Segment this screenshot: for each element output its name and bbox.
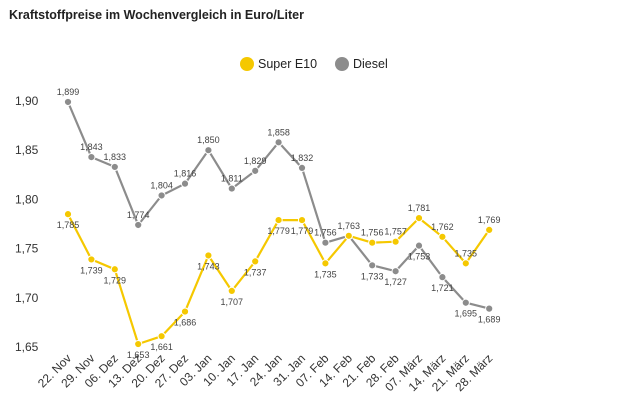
legend-marker-0 [240,57,254,71]
data-point [368,261,377,270]
legend-label-0: Super E10 [258,57,317,71]
data-point [180,307,190,316]
data-point [391,237,400,246]
data-label: 1,763 [338,221,361,231]
data-point [110,162,119,172]
data-label: 1,757 [384,227,407,237]
data-point [63,210,73,219]
data-label: 1,843 [80,142,103,152]
data-point [485,304,494,313]
data-label: 1,833 [104,152,127,162]
data-point [134,220,143,230]
data-point [251,166,260,175]
legend-marker-1 [335,57,349,71]
data-label: 1,779 [267,226,290,236]
data-point [414,213,424,223]
data-label: 1,689 [478,315,501,325]
data-label: 1,727 [384,277,407,287]
data-point [204,251,213,260]
data-point [321,238,330,247]
data-point [438,232,447,241]
data-label: 1,743 [197,261,220,271]
data-point [87,152,96,162]
data-point [87,255,96,264]
data-label: 1,769 [478,215,501,225]
data-point [157,191,166,200]
series-points [63,97,494,349]
data-label: 1,774 [127,210,150,220]
y-tick-label: 1,90 [15,94,39,108]
data-point [485,225,494,235]
data-label: 1,661 [150,342,173,352]
data-point [204,146,213,155]
data-point [461,259,470,268]
y-tick-label: 1,65 [15,340,39,354]
data-label: 1,686 [174,318,197,328]
data-label: 1,785 [57,220,80,230]
data-point [461,298,470,307]
data-point [414,241,424,250]
data-label: 1,739 [80,265,103,275]
y-tick-label: 1,80 [15,192,39,206]
data-label: 1,735 [314,269,337,279]
chart-title: Kraftstoffpreise im Wochenvergleich in E… [9,8,304,22]
data-point [297,215,307,225]
data-label: 1,729 [104,275,127,285]
data-label: 1,829 [244,156,267,166]
data-point [251,257,260,266]
data-point [134,339,143,349]
data-label: 1,850 [197,135,220,145]
data-point [63,97,73,107]
data-point [180,179,190,188]
data-label: 1,816 [174,169,197,179]
data-label: 1,735 [455,248,478,258]
data-point [227,286,236,296]
y-axis: 1,90 1,85 1,80 1,75 1,70 1,65 [15,94,39,354]
data-point [391,267,400,276]
data-label: 1,762 [431,222,454,232]
data-label: 1,858 [267,127,290,137]
data-point [157,332,166,341]
data-label: 1,804 [150,180,173,190]
data-label: 1,899 [57,87,80,97]
data-label: 1,756 [314,228,337,238]
data-point [227,184,236,193]
data-label: 1,695 [455,309,478,319]
legend: Super E10 Diesel [240,57,388,71]
data-label: 1,779 [291,226,314,236]
data-point [368,238,377,247]
data-label: 1,707 [221,297,244,307]
data-point [110,265,119,274]
legend-label-1: Diesel [353,57,388,71]
data-point [297,163,307,173]
data-label: 1,653 [127,350,150,360]
data-point [344,231,353,240]
data-label: 1,756 [361,228,384,238]
data-label: 1,832 [291,153,314,163]
y-tick-label: 1,70 [15,291,39,305]
data-label: 1,811 [221,174,243,184]
data-point [274,138,283,147]
data-label: 1,781 [408,203,431,213]
data-label: 1,753 [408,252,431,262]
data-label: 1,721 [431,283,454,293]
y-tick-label: 1,85 [15,143,39,157]
data-point [438,273,447,282]
data-point [274,215,283,225]
data-label: 1,733 [361,271,384,281]
data-label: 1,737 [244,267,267,277]
data-point [321,259,330,268]
y-tick-label: 1,75 [15,242,39,256]
